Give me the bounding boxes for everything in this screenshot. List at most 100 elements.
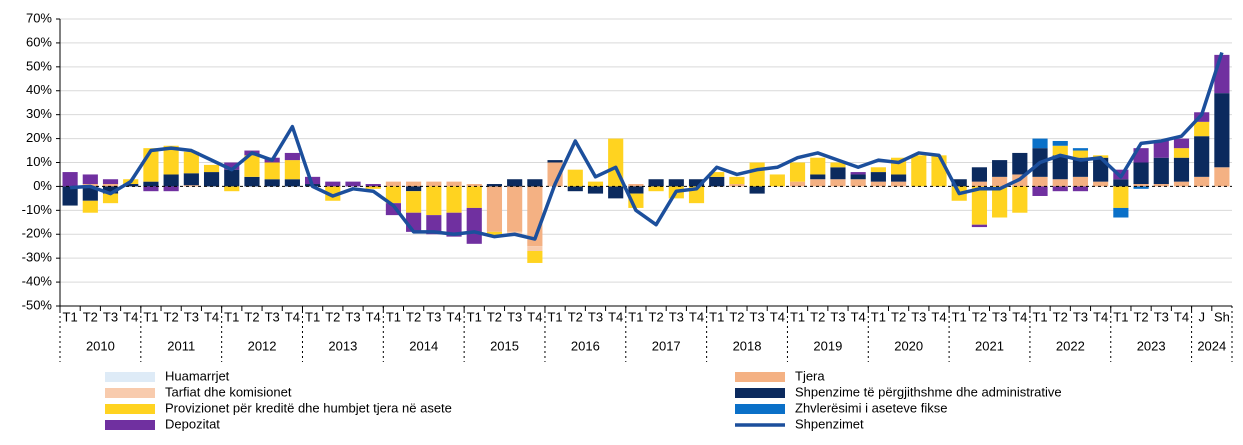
bar-segment — [224, 186, 240, 192]
legend-label: Depozitat — [165, 416, 220, 431]
bar-segment — [567, 169, 583, 187]
x-tick-label: T4 — [689, 309, 704, 324]
bar-segment — [325, 181, 341, 187]
year-label: 2024 — [1197, 338, 1226, 353]
x-tick-label: T1 — [1032, 309, 1047, 324]
bar-segment — [1072, 150, 1089, 158]
bar-segment — [810, 157, 826, 175]
x-tick-label: T3 — [911, 309, 926, 324]
bar-segment — [810, 179, 826, 187]
bar-segment — [82, 186, 98, 201]
x-tick-label: T4 — [608, 309, 623, 324]
x-tick-label: T1 — [467, 309, 482, 324]
bar-segment — [1153, 184, 1169, 187]
bar-segment — [547, 162, 563, 187]
bar-segment — [305, 176, 321, 185]
year-label: 2016 — [571, 338, 600, 353]
bar-segment — [284, 160, 300, 180]
legend-label: Huamarrjet — [165, 368, 230, 383]
bar-segment — [709, 176, 725, 187]
x-tick-label: T4 — [366, 309, 381, 324]
bar-segment — [971, 181, 987, 187]
x-tick-label: T3 — [588, 309, 603, 324]
bar-segment — [648, 186, 664, 192]
bar-segment — [1012, 186, 1028, 213]
year-label: 2017 — [652, 338, 681, 353]
bar-segment — [992, 186, 1008, 218]
bar-segment — [264, 179, 280, 187]
bar-segment — [547, 160, 563, 163]
bar-segment — [1093, 181, 1109, 187]
x-tick-label: Sh — [1214, 309, 1230, 324]
x-tick-label: T2 — [649, 309, 664, 324]
bar-segment — [1113, 179, 1129, 187]
x-tick-label: T4 — [123, 309, 138, 324]
bar-segment — [1032, 138, 1048, 149]
x-tick-label: T3 — [184, 309, 199, 324]
bar-segment — [1052, 186, 1068, 192]
bar-segment — [1072, 148, 1089, 151]
bar-segment — [628, 184, 644, 187]
y-tick-label: -40% — [22, 274, 53, 289]
x-tick-label: T2 — [406, 309, 421, 324]
bar-segment — [143, 186, 159, 192]
bar-segment — [123, 184, 139, 187]
bar-segment — [1173, 148, 1190, 158]
x-tick-label: T1 — [224, 309, 239, 324]
y-tick-label: -30% — [22, 250, 53, 265]
bar-segment — [830, 167, 846, 180]
bar-segment — [224, 162, 240, 170]
x-tick-label: T4 — [446, 309, 461, 324]
bar-segment — [102, 179, 119, 185]
x-tick-label: T2 — [891, 309, 906, 324]
legend-label: Shpenzimet — [795, 416, 864, 431]
year-label: 2019 — [813, 338, 842, 353]
bar-segment — [183, 185, 199, 187]
bar-segment — [1133, 184, 1149, 187]
bar-segment — [345, 181, 361, 187]
x-tick-label: T1 — [790, 309, 805, 324]
bar-segment — [203, 164, 220, 173]
x-tick-label: T2 — [83, 309, 98, 324]
bar-segment — [1052, 145, 1068, 156]
legend-label: Tjera — [795, 368, 825, 383]
bar-segment — [143, 181, 159, 187]
bar-segment — [1072, 186, 1089, 192]
bar-segment — [870, 181, 886, 187]
x-tick-label: T4 — [527, 309, 542, 324]
bar-segment — [486, 186, 503, 232]
y-tick-label: -50% — [22, 297, 53, 312]
x-tick-label: T3 — [669, 309, 684, 324]
x-tick-label: T4 — [931, 309, 946, 324]
bar-segment — [446, 186, 462, 213]
bar-segment — [709, 172, 725, 177]
bar-segment — [163, 145, 179, 175]
bar-segment — [789, 181, 806, 187]
x-tick-label: T3 — [426, 309, 441, 324]
x-tick-label: T2 — [1053, 309, 1068, 324]
bar-segment — [406, 186, 422, 192]
bar-segment — [406, 191, 422, 213]
bar-segment — [1153, 140, 1169, 158]
bar-segment — [385, 203, 401, 216]
bar-segment — [951, 179, 967, 187]
x-tick-label: T2 — [244, 309, 259, 324]
bar-segment — [1032, 186, 1048, 196]
x-tick-label: T1 — [952, 309, 967, 324]
y-tick-label: 70% — [26, 10, 52, 25]
bar-segment — [82, 200, 98, 213]
bar-segment — [971, 224, 987, 228]
legend-swatch — [105, 420, 155, 430]
year-label: 2023 — [1137, 338, 1166, 353]
bar-segment — [971, 167, 987, 182]
bar-segment — [891, 181, 907, 187]
x-tick-label: T1 — [871, 309, 886, 324]
y-tick-label: 20% — [26, 130, 52, 145]
year-label: 2015 — [490, 338, 519, 353]
bar-segment — [850, 172, 866, 175]
bar-segment — [102, 184, 119, 187]
bar-segment — [163, 186, 179, 192]
x-tick-label: T1 — [305, 309, 320, 324]
x-tick-label: J — [1198, 309, 1205, 324]
